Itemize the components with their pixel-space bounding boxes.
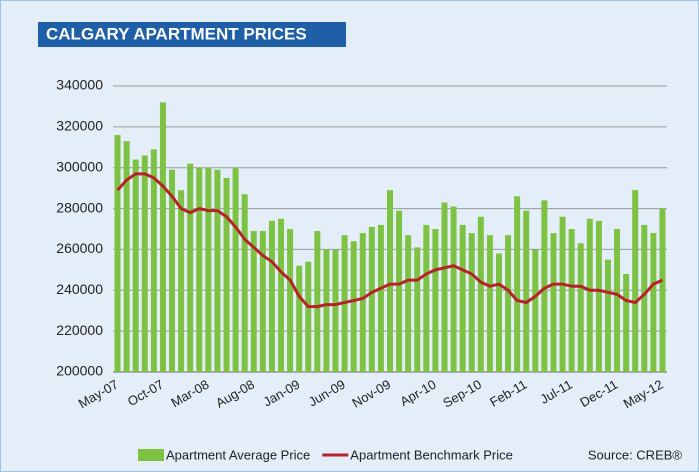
bar <box>523 210 530 372</box>
legend-swatch <box>138 449 164 461</box>
line <box>116 172 664 309</box>
y-tick-label: 260000 <box>56 240 103 256</box>
y-tick-label: 240000 <box>56 281 103 297</box>
bar <box>423 224 430 372</box>
bar <box>123 141 130 372</box>
bar <box>532 249 539 372</box>
bar <box>486 235 493 372</box>
bar <box>278 218 285 372</box>
y-tick-label: 220000 <box>56 322 103 338</box>
chart-title: CALGARY APARTMENT PRICES <box>46 24 307 43</box>
bar <box>541 200 548 372</box>
y-tick-label: 200000 <box>56 363 103 379</box>
bar <box>377 224 384 372</box>
bar <box>550 233 557 372</box>
bar <box>132 159 139 372</box>
bar <box>159 102 166 372</box>
y-tick-label: 320000 <box>56 118 103 134</box>
title-box <box>38 22 346 47</box>
bar <box>414 247 421 372</box>
bar <box>650 233 657 372</box>
bar <box>623 273 630 372</box>
bar <box>495 253 502 372</box>
bar <box>405 235 412 372</box>
bar <box>659 208 666 372</box>
bar <box>296 265 303 372</box>
bar <box>477 216 484 372</box>
bar <box>196 167 203 372</box>
bar <box>459 224 466 372</box>
bar <box>468 233 475 372</box>
bar <box>632 190 639 372</box>
bar <box>568 229 575 372</box>
bar <box>396 210 403 372</box>
bar <box>368 226 375 372</box>
bar <box>178 190 185 372</box>
bar <box>169 169 176 372</box>
y-tick-label: 340000 <box>56 77 103 93</box>
legend-label: Apartment Average Price <box>166 447 310 462</box>
bar <box>214 169 221 372</box>
bar <box>114 135 121 372</box>
bar <box>350 241 357 372</box>
bar <box>586 218 593 372</box>
bar <box>305 261 312 372</box>
bar <box>314 231 321 372</box>
bar <box>323 249 330 372</box>
bar <box>387 190 393 372</box>
bar <box>223 177 230 372</box>
bar <box>187 163 194 372</box>
bar <box>141 155 148 372</box>
bar <box>268 220 275 372</box>
bar <box>641 224 648 372</box>
bar <box>232 167 239 372</box>
bar <box>432 229 439 372</box>
bar <box>514 196 521 372</box>
bar <box>577 243 584 372</box>
legend-label: Apartment Benchmark Price <box>350 447 513 462</box>
bar <box>205 167 212 372</box>
y-tick-label: 300000 <box>56 158 103 174</box>
bar <box>614 229 621 372</box>
bar <box>441 202 448 372</box>
bar <box>259 231 266 372</box>
bar <box>359 233 366 372</box>
source: Source: CREB® <box>588 447 683 462</box>
bar <box>604 259 611 372</box>
bar <box>287 229 294 372</box>
y-tick-label: 280000 <box>56 199 103 215</box>
bar <box>559 216 566 372</box>
bar <box>450 206 457 372</box>
bar <box>505 235 512 372</box>
bar <box>250 231 257 372</box>
bar <box>332 249 339 372</box>
bar <box>150 149 157 372</box>
bar <box>595 220 602 372</box>
bar <box>241 194 248 372</box>
